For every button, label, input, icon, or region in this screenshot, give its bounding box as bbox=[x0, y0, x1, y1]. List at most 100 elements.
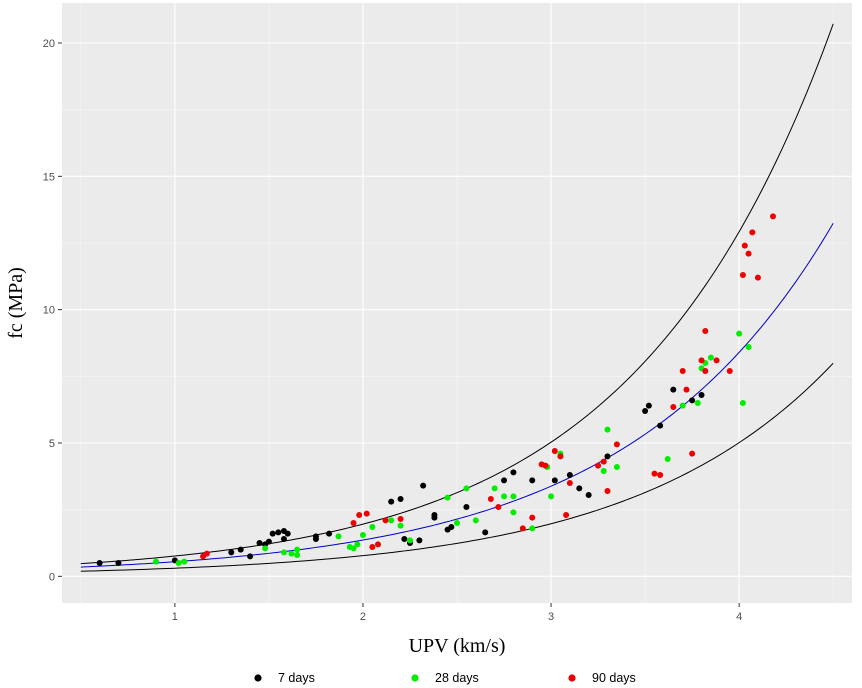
data-point bbox=[664, 456, 671, 462]
data-point bbox=[604, 453, 611, 460]
data-point bbox=[280, 549, 287, 556]
data-point bbox=[265, 538, 272, 545]
data-point bbox=[745, 344, 752, 350]
data-point bbox=[604, 426, 611, 433]
major-gridlines bbox=[62, 3, 852, 603]
data-point bbox=[495, 504, 502, 510]
data-point bbox=[175, 560, 182, 566]
data-point bbox=[388, 517, 395, 524]
x-axis-ticks: 1 2 3 4 bbox=[172, 603, 742, 623]
data-point bbox=[604, 488, 611, 494]
x-tick-label: 2 bbox=[360, 611, 366, 623]
data-point bbox=[566, 480, 573, 486]
data-point bbox=[431, 512, 438, 518]
data-point bbox=[228, 549, 235, 556]
data-point bbox=[670, 386, 677, 393]
data-point bbox=[416, 537, 423, 544]
data-point bbox=[115, 560, 122, 566]
data-point bbox=[359, 532, 366, 538]
y-tick-label: 10 bbox=[43, 305, 55, 317]
data-point bbox=[397, 516, 404, 522]
data-point bbox=[96, 560, 103, 566]
x-tick-label: 4 bbox=[736, 611, 742, 623]
data-point bbox=[585, 492, 592, 498]
data-point bbox=[181, 558, 188, 565]
data-point bbox=[312, 536, 319, 542]
data-point bbox=[247, 553, 254, 560]
data-point bbox=[463, 485, 470, 492]
data-point bbox=[613, 464, 620, 470]
data-point bbox=[670, 404, 677, 410]
data-point bbox=[280, 536, 287, 542]
data-point bbox=[736, 330, 743, 337]
series-90-days bbox=[200, 213, 776, 560]
data-point bbox=[642, 408, 649, 414]
data-point bbox=[335, 533, 342, 540]
legend-key-marker bbox=[254, 674, 262, 682]
data-point bbox=[600, 458, 607, 465]
data-point bbox=[739, 400, 746, 406]
data-point bbox=[237, 546, 244, 553]
data-point bbox=[482, 529, 489, 536]
data-point bbox=[487, 496, 494, 502]
data-point bbox=[350, 520, 357, 526]
data-point bbox=[406, 537, 413, 544]
data-point bbox=[679, 368, 686, 374]
data-point bbox=[510, 469, 517, 476]
data-point bbox=[363, 510, 370, 517]
data-point bbox=[294, 552, 301, 558]
data-point bbox=[754, 274, 761, 281]
y-tick-label: 15 bbox=[43, 171, 55, 183]
data-point bbox=[651, 470, 658, 477]
data-point bbox=[401, 536, 408, 542]
series-7-days bbox=[96, 386, 705, 566]
data-point bbox=[595, 462, 602, 469]
x-axis-title: UPV (km/s) bbox=[409, 635, 506, 657]
data-point bbox=[542, 462, 549, 469]
data-point bbox=[288, 550, 295, 557]
data-point bbox=[375, 541, 381, 548]
data-point bbox=[657, 472, 664, 478]
y-axis-ticks: 0 5 10 15 20 bbox=[43, 38, 62, 583]
data-point bbox=[698, 392, 705, 398]
data-point bbox=[713, 357, 720, 364]
legend: 7 days 28 days 90 days bbox=[254, 671, 636, 685]
data-point bbox=[275, 529, 282, 536]
data-point bbox=[388, 498, 395, 505]
minor-gridlines bbox=[62, 3, 852, 603]
fitted-curve-2 bbox=[80, 223, 834, 568]
data-point bbox=[551, 448, 558, 454]
data-point bbox=[551, 477, 558, 484]
data-point bbox=[657, 422, 664, 429]
data-point bbox=[448, 524, 455, 530]
legend-key-marker bbox=[411, 674, 419, 682]
legend-label: 7 days bbox=[278, 671, 315, 685]
data-point bbox=[420, 482, 427, 489]
data-point bbox=[529, 525, 536, 532]
data-point bbox=[707, 354, 714, 361]
data-point bbox=[683, 386, 690, 393]
data-point bbox=[689, 397, 696, 404]
data-point bbox=[726, 368, 733, 374]
data-point bbox=[491, 485, 498, 492]
legend-item-90-days: 90 days bbox=[568, 671, 636, 685]
data-point bbox=[519, 525, 526, 532]
data-point bbox=[454, 520, 460, 526]
legend-label: 90 days bbox=[592, 671, 636, 685]
legend-item-7-days: 7 days bbox=[254, 671, 315, 685]
data-point bbox=[256, 540, 263, 546]
data-point bbox=[694, 400, 701, 406]
data-point bbox=[600, 468, 607, 474]
data-point bbox=[284, 530, 291, 537]
data-point bbox=[326, 530, 333, 537]
data-point bbox=[739, 272, 746, 278]
data-point bbox=[153, 558, 160, 565]
data-point bbox=[749, 229, 756, 236]
data-point bbox=[472, 517, 479, 524]
data-point bbox=[679, 402, 686, 409]
data-point bbox=[501, 493, 508, 500]
data-point bbox=[741, 242, 748, 249]
data-point bbox=[510, 509, 517, 516]
data-point bbox=[350, 545, 357, 552]
